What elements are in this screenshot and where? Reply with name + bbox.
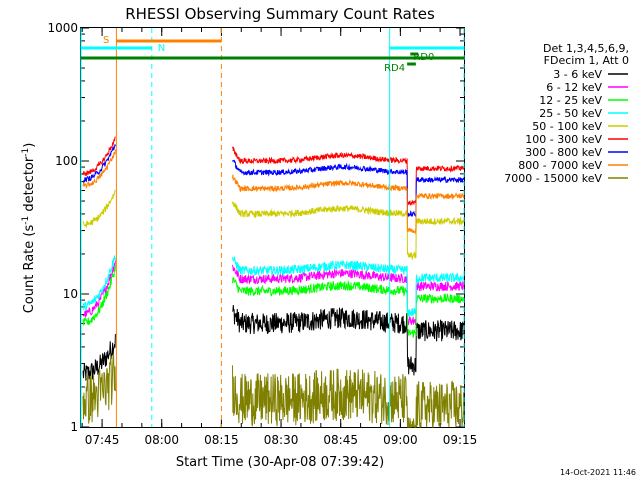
x-axis: 07:45 08:00 08:15 08:30 08:45 09:00 09:15 [81, 28, 478, 447]
y-label-part-3: ) [22, 143, 37, 148]
legend-label: 100 - 300 keV [525, 133, 602, 146]
y-label-sup-1: -1 [21, 216, 31, 225]
y-label-part-1: Count Rate (s [22, 225, 37, 314]
series-line-pre [82, 353, 116, 424]
legend-label: 7000 - 15000 keV [504, 172, 602, 185]
y-axis: 1 10 100 1000 [47, 21, 464, 434]
footer-timestamp: 14-Oct-2021 11:46 [560, 468, 636, 477]
flag-label: S [103, 35, 109, 46]
legend-label: 25 - 50 keV [539, 107, 602, 120]
x-tick-label: 08:30 [264, 433, 299, 447]
vertical-markers [80, 28, 465, 427]
x-tick-label: 07:45 [85, 433, 120, 447]
legend-label: 12 - 25 keV [539, 94, 602, 107]
series-line-pre [82, 144, 116, 183]
series-line-post [232, 159, 465, 217]
series-line-pre [82, 136, 116, 176]
y-tick-label: 1 [70, 420, 78, 434]
series-line-post [232, 201, 465, 261]
x-tick-label: 08:45 [323, 433, 358, 447]
flag-label: RD4 [384, 63, 405, 74]
y-label-sup-2: -1 [21, 148, 31, 157]
y-tick-label: 100 [55, 154, 78, 168]
series-line-pre [82, 189, 116, 228]
y-axis-label: Count Rate (s-1 detector-1) [21, 143, 37, 314]
x-tick-label: 08:15 [204, 433, 239, 447]
series-line-post [232, 146, 465, 207]
series-line-post [232, 264, 465, 326]
legend-label: 800 - 7000 keV [518, 159, 602, 172]
legend-label: 300 - 800 keV [525, 146, 602, 159]
x-axis-label: Start Time (30-Apr-08 07:39:42) [176, 455, 384, 470]
legend-header-line-2: FDecim 1, Att 0 [544, 54, 629, 67]
chart-title: RHESSI Observing Summary Count Rates [125, 5, 435, 23]
flag-label: N [158, 43, 165, 54]
y-label-part-2: detector [22, 156, 37, 216]
y-tick-label: 1000 [47, 21, 78, 35]
series-line-post [232, 304, 465, 376]
series-line-post [232, 277, 465, 339]
legend-header-line-1: Det 1,3,4,5,6,9, [543, 42, 629, 55]
x-tick-label: 09:00 [383, 433, 418, 447]
legend-label: 50 - 100 keV [532, 120, 602, 133]
legend: Det 1,3,4,5,6,9, FDecim 1, Att 0 3 - 6 k… [504, 42, 629, 185]
series-line-pre [82, 333, 116, 381]
series-line-pre [82, 149, 116, 190]
x-tick-label: 09:15 [443, 433, 478, 447]
series-group [82, 136, 465, 428]
series-line-post [232, 256, 465, 318]
series-line-pre [82, 255, 116, 311]
legend-label: 3 - 6 keV [553, 68, 602, 81]
flag-bars: SNRD0RD4 [81, 35, 464, 74]
series-line-pre [82, 264, 116, 326]
series-line-post [232, 174, 465, 235]
x-tick-label: 08:00 [144, 433, 179, 447]
series-line-post [232, 365, 465, 428]
y-tick-label: 10 [63, 287, 78, 301]
legend-label: 6 - 12 keV [546, 81, 602, 94]
